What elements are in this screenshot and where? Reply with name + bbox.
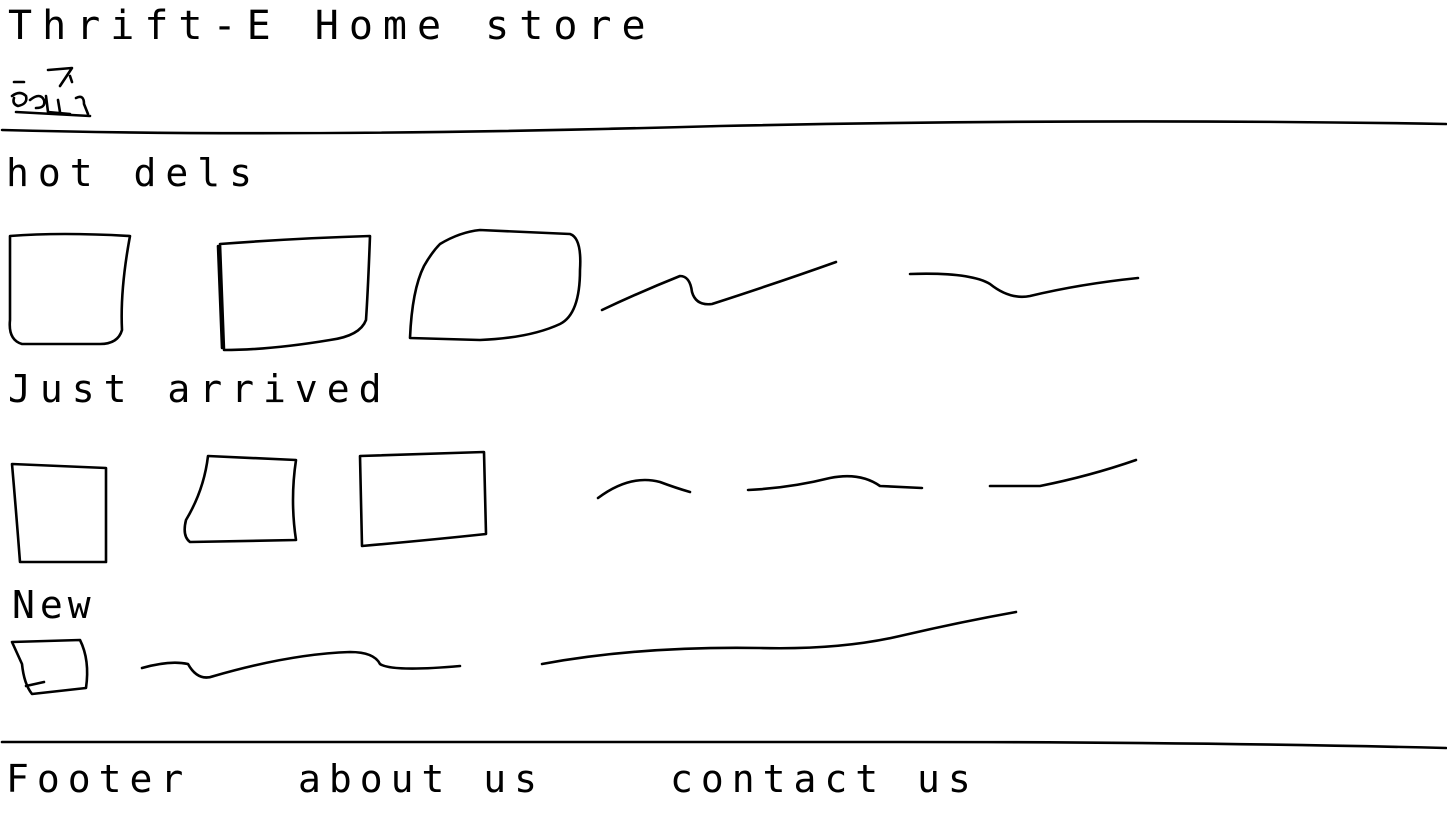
new-product-card-1[interactable] bbox=[10, 636, 92, 698]
contact-us-link[interactable]: contact us bbox=[670, 757, 979, 801]
hot-deals-heading: hot dels bbox=[6, 151, 262, 195]
new-heading: New bbox=[12, 583, 96, 627]
site-title: Thrift-E Home store bbox=[8, 3, 656, 49]
just-arrived-product-listing[interactable] bbox=[594, 456, 1140, 502]
hot-deals-product-card-1[interactable] bbox=[8, 230, 134, 348]
footer-label: Footer bbox=[6, 757, 192, 801]
hot-deals-product-listing[interactable] bbox=[598, 256, 1142, 314]
hot-deals-product-card-3[interactable] bbox=[408, 228, 584, 342]
header-divider bbox=[0, 120, 1447, 135]
about-us-link[interactable]: about us bbox=[298, 757, 546, 801]
just-arrived-product-card-1[interactable] bbox=[10, 462, 110, 566]
hot-deals-product-card-2[interactable] bbox=[216, 234, 374, 352]
footer-divider bbox=[0, 739, 1447, 750]
new-product-listing[interactable] bbox=[138, 608, 1020, 684]
just-arrived-product-card-2[interactable] bbox=[180, 454, 300, 546]
header-logo-scribble bbox=[10, 66, 92, 118]
just-arrived-heading: Just arrived bbox=[8, 367, 391, 411]
just-arrived-product-card-3[interactable] bbox=[358, 450, 490, 550]
